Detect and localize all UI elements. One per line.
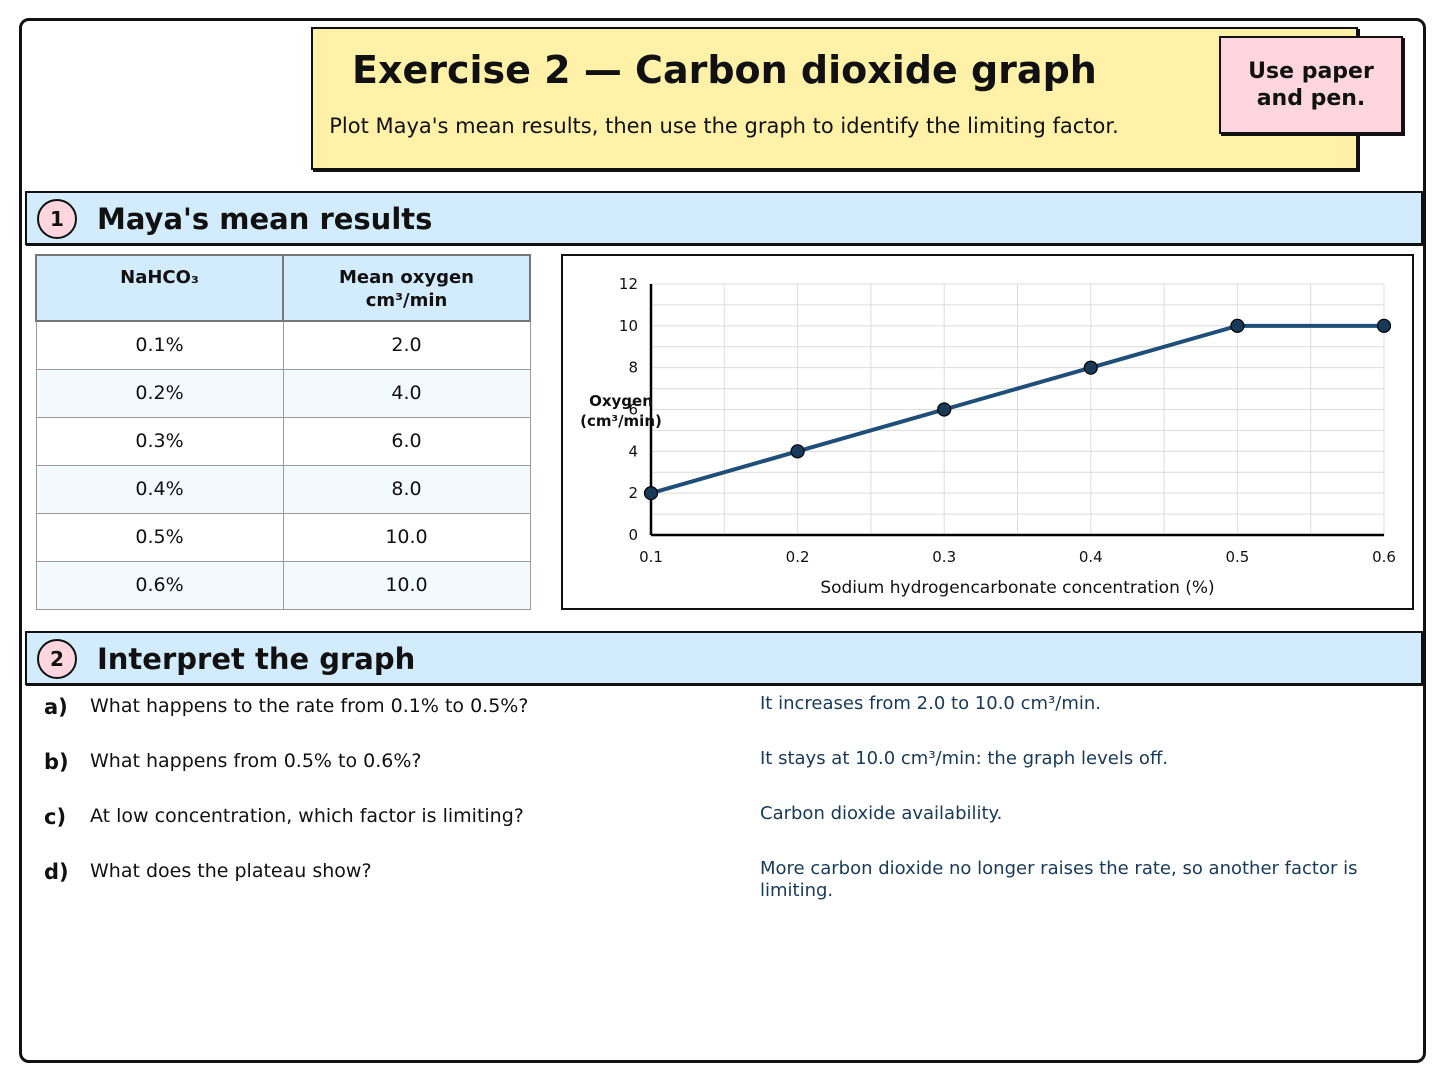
x-axis-label: Sodium hydrogencarbonate concentration (… <box>820 578 1214 598</box>
table-row: 0.1% 2.0 <box>35 320 531 370</box>
data-point <box>643 486 659 501</box>
question-letter: c) <box>44 805 67 829</box>
table-row: 0.4% 8.0 <box>35 464 531 514</box>
question-answer: It increases from 2.0 to 10.0 cm³/min. <box>760 693 1101 714</box>
page-subtitle: Plot Maya's mean results, then use the g… <box>329 114 1119 138</box>
table-row: 0.3% 6.0 <box>35 416 531 466</box>
oxygen-chart: 0 2 4 6 8 10 12 0.1 0.2 0.3 0.4 0.5 0.6 Sodium hydrog… <box>561 254 1414 610</box>
question-c: c) At low concentration, which factor is… <box>44 803 1424 855</box>
series-line <box>650 323 1384 496</box>
cell-oxygen: 10.0 <box>282 560 531 610</box>
section-1-number: 1 <box>37 199 77 239</box>
title-banner <box>311 27 1358 170</box>
table-header-row: NaHCO₃ Mean oxygen cm³/min <box>35 254 531 322</box>
cell-concentration: 0.2% <box>35 368 284 418</box>
chart-canvas: 0 2 4 6 8 10 12 0.1 0.2 0.3 0.4 0.5 0.6 Sodium hydrog… <box>580 275 1396 598</box>
cell-concentration: 0.1% <box>35 320 284 370</box>
table-row: 0.2% 4.0 <box>35 368 531 418</box>
question-answer: Carbon dioxide availability. <box>760 803 1003 824</box>
y-tick-label: 0 <box>628 526 638 544</box>
question-letter: a) <box>44 695 68 719</box>
x-tick-label: 0.5 <box>1225 548 1249 566</box>
question-b: b) What happens from 0.5% to 0.6%? It st… <box>44 748 1424 800</box>
section-2-number: 2 <box>37 639 77 679</box>
y-axis-label: (cm³/min) <box>580 412 662 430</box>
cell-concentration: 0.5% <box>35 512 284 562</box>
cell-oxygen: 4.0 <box>282 368 531 418</box>
data-point <box>937 402 952 417</box>
cell-oxygen: 2.0 <box>282 320 531 370</box>
x-tick-label: 0.3 <box>932 548 956 566</box>
y-tick-label: 12 <box>619 275 638 293</box>
question-text: What does the plateau show? <box>90 860 372 882</box>
x-tick-label: 0.2 <box>786 548 810 566</box>
table-row: 0.5% 10.0 <box>35 512 531 562</box>
results-table: NaHCO₃ Mean oxygen cm³/min 0.1% 2.0 0.2% 4.… <box>35 254 531 610</box>
question-text: What happens from 0.5% to 0.6%? <box>90 750 422 772</box>
page-title: Exercise 2 — Carbon dioxide graph <box>352 48 1097 92</box>
column-header-oxygen: Mean oxygen cm³/min <box>282 254 531 322</box>
cell-oxygen: 8.0 <box>282 464 531 514</box>
paper-pen-note: Use paper and pen. <box>1219 36 1403 134</box>
question-letter: b) <box>44 750 69 774</box>
section-2-header: 2 Interpret the graph <box>25 631 1423 685</box>
table-row: 0.6% 10.0 <box>35 560 531 610</box>
y-tick-label: 4 <box>628 442 638 460</box>
y-tick-label: 10 <box>619 317 638 335</box>
page-frame <box>19 18 1426 1063</box>
question-letter: d) <box>44 860 69 884</box>
y-tick-label: 6 <box>628 401 638 419</box>
cell-oxygen: 10.0 <box>282 512 531 562</box>
paper-pen-note-text: Use paper and pen. <box>1248 59 1374 111</box>
question-d: d) What does the plateau show? More carb… <box>44 858 1424 910</box>
question-a: a) What happens to the rate from 0.1% to… <box>44 693 1424 745</box>
question-answer: More carbon dioxide no longer raises the… <box>760 858 1358 901</box>
cell-oxygen: 6.0 <box>282 416 531 466</box>
data-point <box>1230 318 1245 333</box>
data-point <box>1083 360 1098 375</box>
section-1-title: Maya's mean results <box>97 202 433 236</box>
data-point <box>790 444 805 459</box>
cell-concentration: 0.6% <box>35 560 284 610</box>
question-answer: It stays at 10.0 cm³/min: the graph leve… <box>760 748 1169 769</box>
question-text: What happens to the rate from 0.1% to 0.… <box>90 695 529 717</box>
x-tick-label: 0.1 <box>639 548 663 566</box>
cell-concentration: 0.4% <box>35 464 284 514</box>
x-tick-label: 0.4 <box>1079 548 1103 566</box>
y-axis-label: Oxygen <box>589 392 653 410</box>
column-header-concentration: NaHCO₃ <box>35 254 284 322</box>
section-1-header: 1 Maya's mean results <box>25 191 1423 245</box>
cell-concentration: 0.3% <box>35 416 284 466</box>
y-tick-label: 2 <box>628 484 638 502</box>
y-tick-label: 8 <box>628 359 638 377</box>
x-tick-label: 0.6 <box>1372 548 1396 566</box>
section-2-title: Interpret the graph <box>97 642 416 676</box>
data-point <box>1376 318 1392 333</box>
question-text: At low concentration, which factor is li… <box>90 805 524 827</box>
